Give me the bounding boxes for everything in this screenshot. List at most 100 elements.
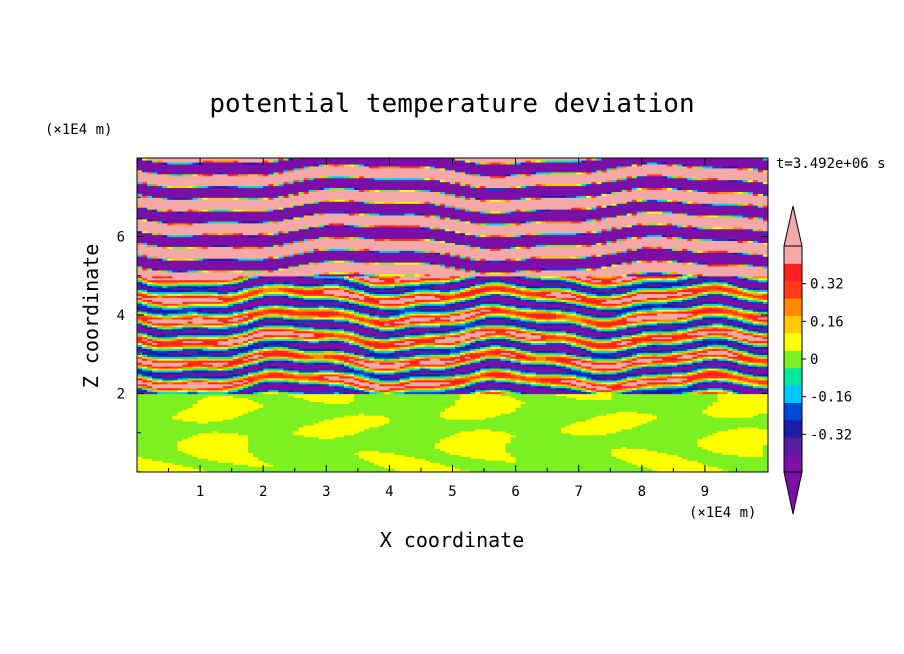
field-cell [343,466,350,469]
field-cell [227,466,234,469]
field-cell [747,460,754,463]
field-cell [142,466,148,469]
field-cell [338,470,345,472]
field-cell [485,460,491,463]
field-cell [646,470,653,472]
field-cell [672,456,678,459]
field-cell [207,460,214,463]
field-cell [354,456,360,459]
field-cell [571,464,577,467]
field-cell [379,468,385,471]
field-cell [369,466,375,469]
field-cell [576,462,582,465]
field-cell [268,470,274,472]
field-cell [566,464,572,467]
field-cell [480,468,486,471]
field-cell [555,462,562,465]
field-cell [656,464,663,467]
field-cell [227,470,234,472]
field-cell [591,458,597,461]
field-cell [712,470,719,472]
field-cell [747,462,754,465]
field-cell [187,462,194,465]
field-cell [333,464,340,467]
field-cell [621,462,628,465]
field-cell [248,466,254,469]
field-cell [707,460,714,463]
field-cell [147,460,153,463]
field-cell [545,460,552,463]
field-cell [338,462,345,465]
field-cell [237,462,244,465]
field-cell [550,464,557,467]
field-cell [762,460,768,463]
field-cell [586,464,592,467]
field-cell [712,456,719,459]
field-cell [732,464,739,467]
field-cell [187,458,194,461]
field-cell [222,470,229,472]
field-cell [177,470,184,472]
field-cell [359,470,365,472]
field-cell [207,470,214,472]
field-cell [258,456,264,459]
field-cell [248,470,254,472]
field-cell [303,470,310,472]
field-cell [379,462,385,465]
field-cell [722,456,729,459]
field-cell [621,460,628,463]
field-cell [591,470,597,472]
field-cell [520,468,527,471]
field-cell [258,466,264,469]
field-cell [762,464,768,467]
field-cell [661,464,668,467]
field-cell [404,456,411,459]
field-cell [586,456,592,459]
field-cell [369,462,375,465]
field-cell [651,456,658,459]
field-cell [601,468,608,471]
field-cell [631,468,638,471]
field-cell [747,468,754,471]
field-cell [182,468,189,471]
field-cell [172,468,178,471]
field-cell [475,456,481,459]
field-cell [232,466,239,469]
field-cell [460,466,466,469]
field-cell [737,460,744,463]
field-cell [424,466,431,469]
field-cell [717,470,724,472]
field-cell [212,458,219,461]
field-cell [333,470,340,472]
field-cell [237,458,244,461]
field-cell [606,458,613,461]
field-cell [328,460,335,463]
field-cell [162,464,168,467]
field-cell [197,458,204,461]
field-cell [192,464,199,467]
field-cell [328,458,335,461]
field-cell [747,466,754,469]
field-cell [444,466,451,469]
field-cell [243,468,249,471]
field-cell [248,456,254,459]
field-cell [717,458,724,461]
field-cell [414,470,421,472]
field-cell [147,470,153,472]
field-cell [641,456,648,459]
field-cell [535,464,542,467]
field-cell [354,470,360,472]
field-cell [349,460,355,463]
field-cell [631,460,638,463]
field-cell [525,462,532,465]
field-cell [505,462,512,465]
field-cell [460,464,466,467]
field-cell [515,466,522,469]
field-cell [727,464,734,467]
field-cell [147,458,153,461]
field-cell [752,468,759,471]
field-cell [737,456,744,459]
field-cell [520,456,527,459]
field-cell [455,464,461,467]
field-cell [253,466,259,469]
